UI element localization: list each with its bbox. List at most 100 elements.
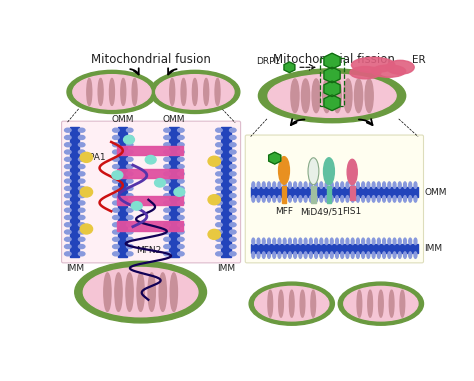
Ellipse shape [367,182,370,188]
Bar [327,186,331,203]
Ellipse shape [145,155,156,164]
Ellipse shape [341,238,344,245]
Ellipse shape [338,282,423,325]
Ellipse shape [127,172,133,176]
Ellipse shape [216,136,222,139]
Ellipse shape [403,252,406,258]
Ellipse shape [252,196,255,202]
Ellipse shape [113,172,119,176]
Ellipse shape [325,252,328,258]
Ellipse shape [204,78,209,106]
Ellipse shape [257,252,260,258]
Ellipse shape [344,287,418,321]
Ellipse shape [362,238,365,245]
Ellipse shape [164,208,170,212]
Ellipse shape [252,238,255,245]
Ellipse shape [273,182,276,188]
Ellipse shape [127,143,133,147]
Ellipse shape [279,290,283,317]
Ellipse shape [216,172,222,176]
Ellipse shape [362,252,365,258]
Ellipse shape [229,194,236,198]
Ellipse shape [178,223,184,227]
Ellipse shape [64,179,71,183]
Ellipse shape [78,237,85,241]
Ellipse shape [356,196,359,202]
Ellipse shape [113,208,119,212]
Ellipse shape [216,150,222,154]
Ellipse shape [127,128,133,132]
Ellipse shape [372,65,406,77]
Ellipse shape [137,273,144,311]
Ellipse shape [267,196,271,202]
Ellipse shape [344,79,352,113]
Ellipse shape [127,230,133,234]
Bar [118,169,183,178]
Ellipse shape [131,202,142,210]
Ellipse shape [113,252,119,256]
Ellipse shape [156,75,234,109]
Ellipse shape [357,290,362,317]
Ellipse shape [351,252,354,258]
Ellipse shape [148,273,155,311]
Ellipse shape [325,182,328,188]
Ellipse shape [64,136,71,139]
Ellipse shape [178,194,184,198]
Ellipse shape [216,245,222,248]
Ellipse shape [67,70,157,114]
Ellipse shape [216,223,222,227]
Ellipse shape [164,128,170,132]
Ellipse shape [174,188,185,196]
Ellipse shape [255,287,329,321]
Ellipse shape [75,261,207,323]
Ellipse shape [216,237,222,241]
Ellipse shape [323,79,331,113]
Ellipse shape [113,223,119,227]
Ellipse shape [249,282,334,325]
Ellipse shape [98,78,103,106]
Text: OPA1: OPA1 [82,153,106,162]
Ellipse shape [289,196,292,202]
Ellipse shape [178,150,184,154]
Ellipse shape [78,216,85,219]
Ellipse shape [64,237,71,241]
Bar [118,196,183,205]
Ellipse shape [393,182,396,188]
Ellipse shape [78,186,85,190]
Ellipse shape [320,196,323,202]
Ellipse shape [78,245,85,248]
Ellipse shape [178,136,184,139]
Ellipse shape [229,165,236,168]
Ellipse shape [113,245,119,248]
Ellipse shape [393,196,396,202]
Ellipse shape [315,252,318,258]
Ellipse shape [229,179,236,183]
Ellipse shape [383,182,385,188]
Ellipse shape [383,252,385,258]
Ellipse shape [127,165,133,168]
Ellipse shape [372,238,375,245]
Ellipse shape [398,182,401,188]
Ellipse shape [356,182,359,188]
Ellipse shape [294,196,297,202]
Ellipse shape [336,196,338,202]
Ellipse shape [64,128,71,132]
Ellipse shape [164,165,170,168]
Ellipse shape [403,182,406,188]
Ellipse shape [291,79,299,113]
Ellipse shape [164,172,170,176]
Ellipse shape [121,78,126,106]
Ellipse shape [294,182,297,188]
Ellipse shape [330,196,333,202]
Ellipse shape [372,252,375,258]
Ellipse shape [78,172,85,176]
Bar [251,243,418,253]
Ellipse shape [113,157,119,161]
Text: MFN2: MFN2 [136,246,161,255]
Ellipse shape [178,230,184,234]
Ellipse shape [310,196,312,202]
Ellipse shape [267,238,271,245]
Ellipse shape [299,238,302,245]
Ellipse shape [208,156,220,166]
Ellipse shape [273,252,276,258]
